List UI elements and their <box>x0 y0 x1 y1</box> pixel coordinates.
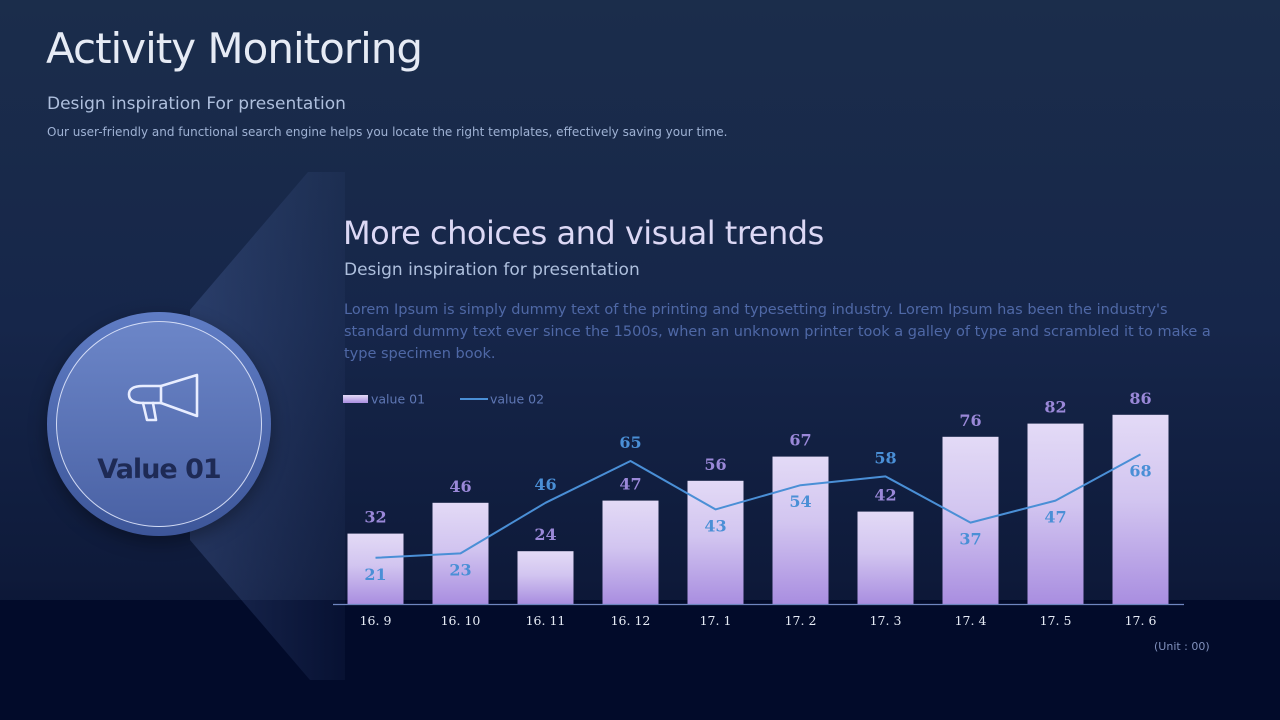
x-tick-label: 17. 4 <box>955 613 987 628</box>
x-tick-label: 16. 12 <box>611 613 651 628</box>
line-data-label: 21 <box>364 565 386 584</box>
legend-label-line: value 02 <box>490 392 544 407</box>
line-data-label: 54 <box>789 492 811 511</box>
page-title: Activity Monitoring <box>46 24 423 73</box>
x-tick-label: 16. 11 <box>526 613 566 628</box>
bar <box>687 480 744 604</box>
line-series <box>375 453 1141 559</box>
section-title: More choices and visual trends <box>343 214 824 252</box>
background-band <box>0 600 1280 720</box>
x-tick-label: 16. 10 <box>441 613 481 628</box>
bar-data-label: 67 <box>789 431 811 450</box>
value-badge-ring: Value 01 <box>56 321 262 527</box>
bar <box>602 500 659 604</box>
bar <box>347 533 404 604</box>
line-data-label: 47 <box>1044 508 1066 527</box>
line-data-label: 37 <box>959 530 981 549</box>
bar-data-label: 86 <box>1129 389 1151 408</box>
line-data-label: 68 <box>1129 461 1151 480</box>
bar-data-label: 76 <box>959 411 981 430</box>
page-subtitle: Design inspiration For presentation <box>47 94 346 114</box>
value-badge: Value 01 <box>47 312 271 536</box>
line-data-label: 58 <box>874 448 896 467</box>
unit-note: (Unit : 00) <box>1154 640 1210 653</box>
x-tick-label: 17. 2 <box>785 613 817 628</box>
bar-data-label: 32 <box>364 508 386 527</box>
bar <box>772 456 829 604</box>
section-body: Lorem Ipsum is simply dummy text of the … <box>344 302 1211 362</box>
line-data-label: 43 <box>704 516 726 535</box>
bar <box>942 436 999 604</box>
line-data-label: 23 <box>449 560 471 579</box>
x-tick-label: 17. 6 <box>1125 613 1157 628</box>
bar-data-label: 82 <box>1044 398 1066 417</box>
bar <box>857 511 914 604</box>
bar-data-label: 56 <box>704 455 726 474</box>
bar-data-label: 42 <box>874 486 896 505</box>
bar-data-label: 24 <box>534 525 556 544</box>
x-tick-label: 16. 9 <box>360 613 392 628</box>
x-tick-label: 17. 5 <box>1040 613 1072 628</box>
badge-label: Value 01 <box>97 454 221 485</box>
bar <box>1027 423 1084 604</box>
page-description: Our user-friendly and functional search … <box>47 125 728 139</box>
line-data-label: 65 <box>619 433 641 452</box>
legend-label-bar: value 01 <box>371 392 425 407</box>
megaphone-icon <box>127 373 199 422</box>
section-subtitle: Design inspiration for presentation <box>344 260 640 280</box>
bar <box>1112 414 1169 604</box>
x-tick-label: 17. 1 <box>700 613 732 628</box>
bar-data-label: 47 <box>619 475 641 494</box>
x-tick-label: 17. 3 <box>870 613 902 628</box>
bar <box>517 551 574 604</box>
legend-swatch-bar <box>343 395 368 403</box>
line-data-label: 46 <box>534 475 556 494</box>
bar-data-label: 46 <box>449 477 471 496</box>
